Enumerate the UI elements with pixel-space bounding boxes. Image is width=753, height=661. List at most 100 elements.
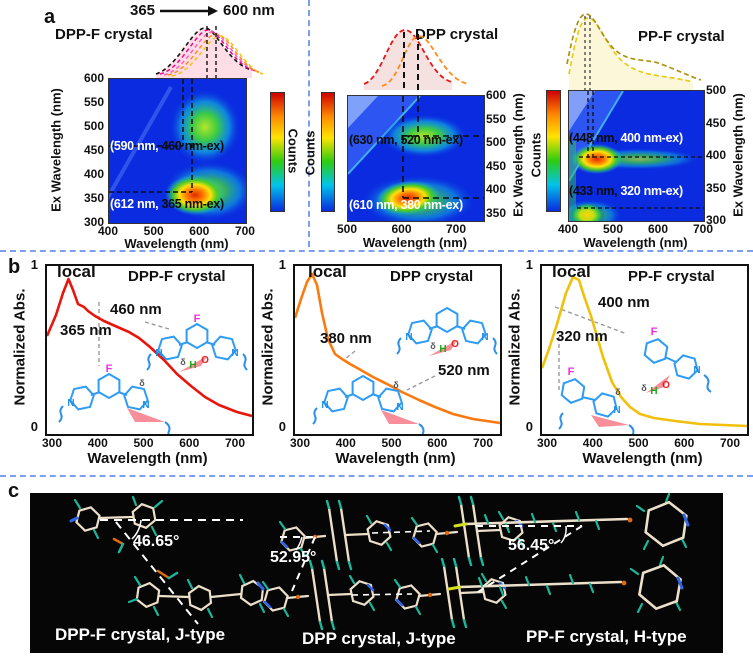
dppf-excitation-spectra <box>155 26 264 78</box>
delta-label: δ <box>615 387 621 397</box>
nitrogen-label: N <box>321 400 328 411</box>
hydrogen-label: H <box>189 360 196 371</box>
dpp-x-ticks: 500 600 700 <box>336 222 467 236</box>
dpp-colorbar <box>321 92 335 212</box>
delta-label: δ <box>180 357 186 367</box>
crystal-packing-canvas <box>69 493 690 653</box>
excitation-range-label: 365 600 nm <box>130 2 275 19</box>
dppf-abs-curve <box>47 277 252 418</box>
dpp-abs-plot: N N δ H O N δ <box>293 264 502 436</box>
ppf-molecule-ground: F δ N <box>558 366 635 434</box>
dppf-abs-ytick-1: 1 <box>30 257 38 272</box>
dppf-peak-guides <box>109 79 193 193</box>
oxygen-label: O <box>201 355 209 366</box>
dppf-abs-ytick-0: 0 <box>30 419 38 434</box>
divider-b-c <box>0 475 753 477</box>
panel-b-label: b <box>8 256 21 278</box>
ppf-angle-guides <box>476 525 583 593</box>
dppf-packing-molecules <box>69 495 266 619</box>
delta-label: δ <box>393 380 399 390</box>
dppf-peak-460: 460 nm <box>110 301 162 318</box>
ppf-packing-molecules <box>447 493 690 614</box>
dpp-packing-angle: 52.95° <box>270 549 317 566</box>
ppf-y-ticks: 500 450 400 350 300 <box>706 83 727 227</box>
ppf-peak-320: 320 nm <box>556 328 608 345</box>
nitrogen-label: N <box>142 400 149 411</box>
dpp-peak2-annotation: (610 nm, 380 nm-ex) <box>349 198 463 212</box>
crystal-packing-image: 46.65° 52.95° 56.45° DPP-F crystal, J-ty… <box>30 493 723 653</box>
ppf-peak2-annotation: (433 nm, 320 nm-ex) <box>569 184 683 198</box>
dppf-local-label: local <box>57 262 96 281</box>
dppf-abs-guides <box>98 302 170 366</box>
dppf-y-axis-label: Ex Wavelength (nm) <box>48 88 64 212</box>
ppf-peak1-annotation: (448 nm, 400 nm-ex) <box>569 131 683 145</box>
ppf-colorbar <box>546 90 561 212</box>
range-end: 600 nm <box>223 2 275 19</box>
panel-c-label: c <box>8 480 20 502</box>
ppf-eem-map <box>568 90 705 222</box>
dpp-excitation-spectra <box>363 29 469 90</box>
fluorine-label: F <box>106 363 113 375</box>
delta-label: δ <box>139 378 145 388</box>
ppf-abs-canvas: F N δ H O F δ N <box>542 275 747 434</box>
ppf-peak-guides <box>577 91 704 209</box>
dpp-abs-curve <box>295 272 500 425</box>
dpp-x-axis-label: Wavelength (nm) <box>362 235 468 250</box>
dppf-peak2-annotation: (612 nm, 365 nm-ex) <box>110 197 224 211</box>
dppf-peak1-annotation: (590 nm, 460 nm-ex) <box>110 139 224 153</box>
nitrogen-label: N <box>405 332 412 343</box>
ppf-packing-angle: 56.45° <box>508 537 555 554</box>
ppf-abs-x-label: Wavelength (nm) <box>582 450 703 467</box>
dpp-abs-ytick-0: 0 <box>278 419 286 434</box>
ppf-abs-x-ticks: 300 400 500 600 700 <box>536 436 741 450</box>
fluorine-label: F <box>651 326 658 338</box>
oxygen-label: O <box>451 339 459 350</box>
ppf-excitation-spectra <box>566 13 702 90</box>
ppf-abs-y-label: Normalized Abs. <box>506 288 524 406</box>
dppf-abs-x-ticks: 300 400 500 600 700 <box>41 436 246 450</box>
nitrogen-label: N <box>613 405 620 416</box>
ppf-local-label: local <box>552 262 591 281</box>
panel-a-divider <box>308 0 310 247</box>
dpp-local-label: local <box>308 262 347 281</box>
ppf-x-ticks: 400 500 600 700 <box>557 222 714 236</box>
dpp-peak-guides <box>402 96 484 199</box>
ppf-abs-title: PP-F crystal <box>628 268 715 285</box>
dppf-eem-title: DPP-F crystal <box>55 26 153 43</box>
ppf-abs-ytick-0: 0 <box>525 419 533 434</box>
ppf-abs-ytick-1: 1 <box>525 257 533 272</box>
nitrogen-label: N <box>481 332 488 343</box>
dppf-packing-caption: DPP-F crystal, J-type <box>55 625 226 644</box>
dpp-eem-title: DPP crystal <box>415 26 499 43</box>
dppf-x-ticks: 400 500 600 700 <box>97 224 255 238</box>
dpp-peak-380: 380 nm <box>320 330 372 347</box>
dppf-colorbar-label: Counts <box>285 128 301 174</box>
dpp-colorbar-label: Counts <box>302 130 318 176</box>
fluorine-label: F <box>568 366 575 378</box>
ppf-colorbar-label: Counts <box>528 132 544 178</box>
dppf-x-axis-label: Wavelength (nm) <box>124 236 229 251</box>
right-arrow-icon <box>160 5 219 16</box>
dpp-molecule-ground: N δ N <box>312 375 425 434</box>
oxygen-label: O <box>662 380 670 391</box>
dpp-y-ticks: 600 550 500 450 400 350 <box>486 88 507 220</box>
nitrogen-label: N <box>693 365 700 376</box>
dpp-abs-title: DPP crystal <box>390 268 474 285</box>
hydrogen-label: H <box>650 386 657 397</box>
dppf-abs-title: DPP-F crystal <box>128 268 226 285</box>
dpp-abs-y-label: Normalized Abs. <box>259 288 277 406</box>
dpp-packing-caption: DPP crystal, J-type <box>302 629 456 648</box>
ppf-x-axis-label: Wavelength (nm) <box>583 235 688 250</box>
dppf-molecule-excited: F N N δ H O <box>146 313 248 372</box>
dppf-eem-map <box>108 78 247 224</box>
dpp-y-axis-label: Ex Wavelength (nm) <box>510 93 526 217</box>
nitrogen-label: N <box>155 348 162 359</box>
dppf-angle-guides <box>100 519 243 625</box>
dppf-packing-angle: 46.65° <box>133 533 180 550</box>
dpp-molecule-excited: N N δ H O <box>396 307 498 356</box>
dppf-abs-y-label: Normalized Abs. <box>11 288 29 406</box>
dppf-abs-x-label: Wavelength (nm) <box>87 450 208 467</box>
ppf-peak-400: 400 nm <box>598 294 650 311</box>
nitrogen-label: N <box>396 402 403 413</box>
